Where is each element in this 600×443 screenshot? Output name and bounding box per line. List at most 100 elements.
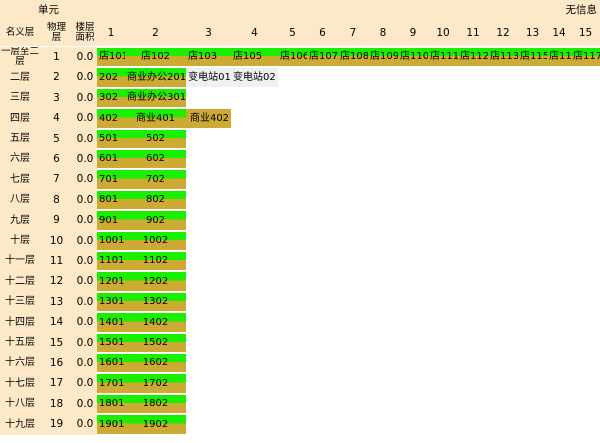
column-number-header: 无信息 xyxy=(97,0,600,20)
physical-floor-number: 17 xyxy=(40,373,73,394)
unit-cell[interactable]: 1802 xyxy=(125,395,186,413)
floor-area-value: 0.0 xyxy=(73,394,97,414)
floor-area-value: 0.0 xyxy=(73,129,97,149)
unit-cell[interactable]: 商业402 xyxy=(186,109,231,128)
unit-cell[interactable]: 店110 xyxy=(398,48,428,66)
unit-cell[interactable]: 1101 xyxy=(97,252,125,270)
column-number-9: 9 xyxy=(398,20,428,46)
unit-cell[interactable]: 302 xyxy=(97,89,125,107)
column-number-14: 14 xyxy=(547,20,571,46)
floor-name: 十七层 xyxy=(0,373,40,394)
unit-cell[interactable]: 商业401 xyxy=(125,109,186,128)
floor-name: 十八层 xyxy=(0,394,40,414)
physical-floor-number: 1 xyxy=(40,47,73,67)
floor-area-value: 0.0 xyxy=(73,271,97,292)
column-number-8: 8 xyxy=(368,20,398,46)
unit-cell[interactable]: 702 xyxy=(125,170,186,189)
unit-header: 单元 xyxy=(0,0,97,20)
floor-area-value: 0.0 xyxy=(73,231,97,251)
unit-cell[interactable]: 1201 xyxy=(97,272,125,291)
floor-name: 八层 xyxy=(0,190,40,210)
unit-cell[interactable]: 901 xyxy=(97,211,125,230)
unit-cell[interactable]: 店115 xyxy=(518,48,547,66)
unit-cell[interactable]: 902 xyxy=(125,211,186,230)
unit-cell[interactable]: 402 xyxy=(97,109,125,128)
nominal-floor-header: 名义层 xyxy=(0,20,40,46)
unit-cell[interactable]: 1601 xyxy=(97,354,125,372)
physical-floor-number: 10 xyxy=(40,231,73,251)
unit-cell[interactable]: 1501 xyxy=(97,334,125,352)
unit-cell[interactable]: 1702 xyxy=(125,374,186,393)
column-number-4: 4 xyxy=(231,20,278,46)
unit-cell[interactable]: 商业办公301 xyxy=(125,89,186,107)
unit-cell[interactable]: 商业办公201 xyxy=(125,68,186,87)
physical-floor-number: 5 xyxy=(40,129,73,149)
unit-cell[interactable]: 变电站02 xyxy=(231,68,278,87)
unit-cell[interactable]: 店113 xyxy=(488,48,518,66)
unit-cell[interactable]: 1701 xyxy=(97,374,125,393)
unit-cell[interactable]: 1902 xyxy=(125,415,186,434)
unit-cell[interactable]: 店112 xyxy=(458,48,488,66)
column-number-12: 12 xyxy=(488,20,518,46)
floor-area-value: 0.0 xyxy=(73,414,97,435)
unit-cell[interactable]: 501 xyxy=(97,130,125,148)
column-number-5: 5 xyxy=(278,20,307,46)
floor-name: 十六层 xyxy=(0,353,40,373)
physical-floor-number: 15 xyxy=(40,333,73,353)
floor-area-header: 楼层面积 xyxy=(73,20,97,46)
unit-cell[interactable]: 店109 xyxy=(368,48,398,66)
unit-cell[interactable]: 1502 xyxy=(125,334,186,352)
unit-cell[interactable]: 1602 xyxy=(125,354,186,372)
physical-floor-number: 2 xyxy=(40,67,73,88)
unit-cell[interactable]: 1001 xyxy=(97,232,125,250)
unit-cell[interactable]: 店102 xyxy=(125,48,186,66)
column-number-10: 10 xyxy=(428,20,458,46)
unit-cell[interactable]: 502 xyxy=(125,130,186,148)
unit-cell[interactable]: 1901 xyxy=(97,415,125,434)
physical-floor-number: 9 xyxy=(40,210,73,231)
floor-name: 五层 xyxy=(0,129,40,149)
unit-cell[interactable]: 1801 xyxy=(97,395,125,413)
unit-cell[interactable]: 701 xyxy=(97,170,125,189)
unit-cell[interactable]: 店117 xyxy=(571,48,600,66)
unit-cell[interactable]: 变电站01 xyxy=(186,68,231,87)
unit-cell[interactable]: 店108 xyxy=(338,48,368,66)
physical-floor-number: 3 xyxy=(40,88,73,108)
floor-area-value: 0.0 xyxy=(73,169,97,190)
unit-cell[interactable]: 店106 xyxy=(278,48,307,66)
floor-name: 四层 xyxy=(0,108,40,129)
unit-cell[interactable]: 店105 xyxy=(231,48,278,66)
unit-cell[interactable]: 店111 xyxy=(428,48,458,66)
physical-floor-number: 19 xyxy=(40,414,73,435)
unit-cell[interactable]: 店101 xyxy=(97,48,125,66)
column-number-11: 11 xyxy=(458,20,488,46)
physical-floor-number: 7 xyxy=(40,169,73,190)
unit-cell[interactable]: 801 xyxy=(97,191,125,209)
unit-cell[interactable]: 店116 xyxy=(547,48,571,66)
floor-area-value: 0.0 xyxy=(73,312,97,333)
floor-name: 十三层 xyxy=(0,292,40,312)
column-number-13: 13 xyxy=(518,20,547,46)
column-number-3: 3 xyxy=(186,20,231,46)
unit-cell[interactable]: 202 xyxy=(97,68,125,87)
unit-cell[interactable]: 1302 xyxy=(125,293,186,311)
unit-cell[interactable]: 1202 xyxy=(125,272,186,291)
unit-cell[interactable]: 802 xyxy=(125,191,186,209)
floor-area-value: 0.0 xyxy=(73,210,97,231)
unit-cell[interactable]: 601 xyxy=(97,150,125,168)
unit-cell[interactable]: 1002 xyxy=(125,232,186,250)
unit-cell[interactable]: 1301 xyxy=(97,293,125,311)
floor-name: 十五层 xyxy=(0,333,40,353)
floor-area-value: 0.0 xyxy=(73,373,97,394)
physical-floor-header: 物理层 xyxy=(40,20,73,46)
physical-floor-number: 14 xyxy=(40,312,73,333)
unit-cell[interactable]: 1401 xyxy=(97,313,125,332)
physical-floor-number: 6 xyxy=(40,149,73,169)
unit-cell[interactable]: 店103 xyxy=(186,48,231,66)
unit-cell[interactable]: 1402 xyxy=(125,313,186,332)
floor-name: 十一层 xyxy=(0,251,40,271)
unit-cell[interactable]: 1102 xyxy=(125,252,186,270)
floor-area-value: 0.0 xyxy=(73,292,97,312)
unit-cell[interactable]: 602 xyxy=(125,150,186,168)
unit-cell[interactable]: 店107 xyxy=(307,48,338,66)
